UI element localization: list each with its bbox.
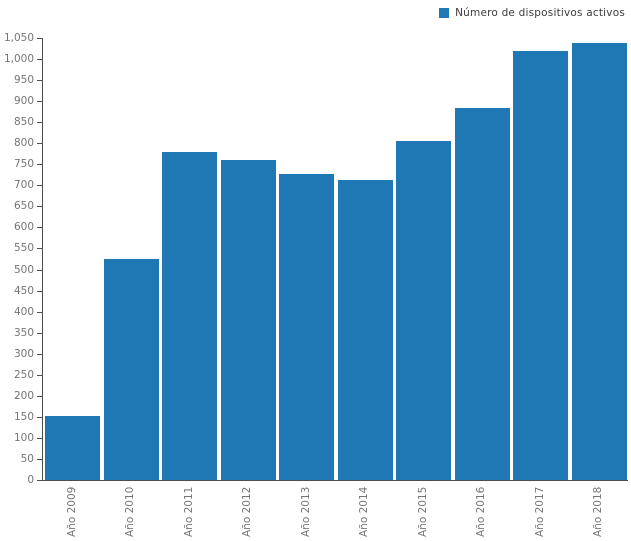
y-tick-label: 600 [13,221,34,233]
y-tick-label: 100 [13,432,34,444]
x-axis-label: Año 2013 [300,486,312,537]
bar[interactable] [455,108,510,480]
bar[interactable] [513,51,568,480]
y-tick [37,122,42,123]
bar[interactable] [221,160,276,480]
y-tick [37,80,42,81]
y-tick [37,459,42,460]
legend-label: Número de dispositivos activos [455,7,625,19]
bar[interactable] [338,180,393,480]
x-axis-label: Año 2017 [534,486,546,537]
legend-item[interactable]: Número de dispositivos activos [439,7,625,19]
y-tick [37,248,42,249]
y-tick-label: 350 [13,327,34,339]
y-axis [42,38,43,481]
y-tick-label: 700 [13,179,34,191]
y-tick-label: 250 [13,369,34,381]
y-tick [37,375,42,376]
x-axis-label: Año 2011 [183,486,195,537]
y-tick-label: 850 [13,116,34,128]
y-tick [37,270,42,271]
bar[interactable] [104,259,159,480]
y-tick [37,185,42,186]
x-axis-label: Año 2009 [66,486,78,537]
y-tick [37,396,42,397]
y-tick-label: 450 [13,285,34,297]
y-tick-label: 950 [13,74,34,86]
bar[interactable] [279,174,334,480]
y-tick [37,438,42,439]
x-axis [42,480,628,481]
y-tick-label: 0 [27,474,34,486]
x-axis-label: Año 2010 [124,486,136,537]
y-tick [37,59,42,60]
y-tick [37,143,42,144]
x-axis-label: Año 2018 [592,486,604,537]
x-axis-label: Año 2016 [475,486,487,537]
y-tick-label: 150 [13,411,34,423]
y-tick [37,480,42,481]
y-tick-label: 750 [13,158,34,170]
y-tick-label: 650 [13,200,34,212]
y-tick-label: 50 [20,453,34,465]
y-tick-label: 800 [13,137,34,149]
bar[interactable] [396,141,451,480]
legend-swatch-icon [439,8,450,18]
bar[interactable] [45,416,100,480]
y-tick [37,227,42,228]
y-tick-label: 1,000 [3,53,34,65]
x-axis-label: Año 2014 [358,486,370,537]
bar[interactable] [572,43,627,480]
y-tick [37,291,42,292]
y-tick-label: 1,050 [3,32,34,44]
bar[interactable] [162,152,217,480]
y-tick [37,101,42,102]
y-tick [37,354,42,355]
y-tick [37,333,42,334]
y-tick-label: 550 [13,242,34,254]
y-tick-label: 300 [13,348,34,360]
y-tick [37,206,42,207]
y-tick-label: 400 [13,306,34,318]
x-axis-label: Año 2015 [417,486,429,537]
y-tick [37,38,42,39]
y-tick [37,312,42,313]
y-tick-label: 900 [13,95,34,107]
y-tick [37,164,42,165]
y-tick-label: 500 [13,264,34,276]
y-tick [37,417,42,418]
x-axis-label: Año 2012 [241,486,253,537]
y-tick-label: 200 [13,390,34,402]
